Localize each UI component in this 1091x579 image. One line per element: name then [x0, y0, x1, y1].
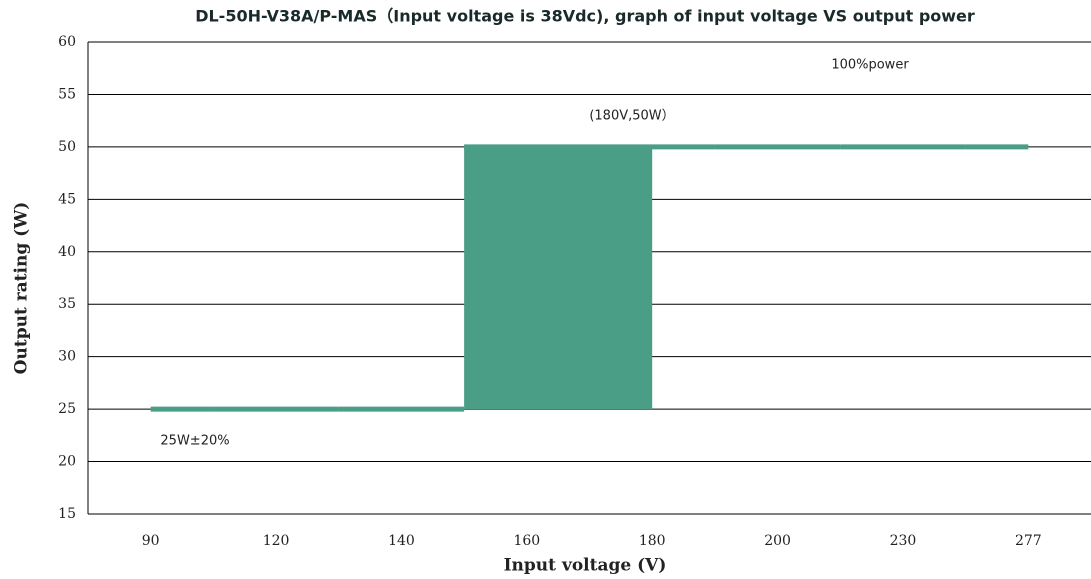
y-tick-label: 55 [58, 86, 76, 102]
x-tick-label: 230 [890, 533, 917, 549]
y-tick-label: 40 [58, 244, 76, 260]
x-tick-label: 160 [513, 533, 540, 549]
step-fill [589, 146, 653, 410]
x-tick-label: 180 [639, 533, 666, 549]
y-axis-title: Output rating (W) [12, 202, 32, 375]
annotation: (180V,50W） [589, 109, 674, 124]
x-tick-label: 200 [764, 533, 791, 549]
chart-title: DL-50H-V38A/P-MAS（Input voltage is 38Vdc… [195, 7, 975, 26]
annotation: 100%power [831, 58, 909, 73]
y-tick-label: 45 [58, 191, 76, 207]
x-tick-label: 277 [1015, 533, 1042, 549]
y-tick-label: 25 [58, 401, 76, 417]
annotation: 25W±20% [160, 434, 229, 449]
x-axis-title: Input voltage (V) [504, 556, 667, 576]
y-tick-label: 35 [58, 296, 76, 312]
x-tick-label: 90 [142, 533, 160, 549]
y-tick-label: 50 [58, 139, 76, 155]
x-tick-label: 140 [388, 533, 415, 549]
y-tick-label: 60 [58, 34, 76, 50]
y-tick-label: 15 [58, 506, 76, 522]
y-tick-label: 30 [58, 349, 76, 365]
step-fill [464, 146, 590, 410]
x-tick-label: 120 [263, 533, 290, 549]
y-tick-label: 20 [58, 454, 76, 470]
